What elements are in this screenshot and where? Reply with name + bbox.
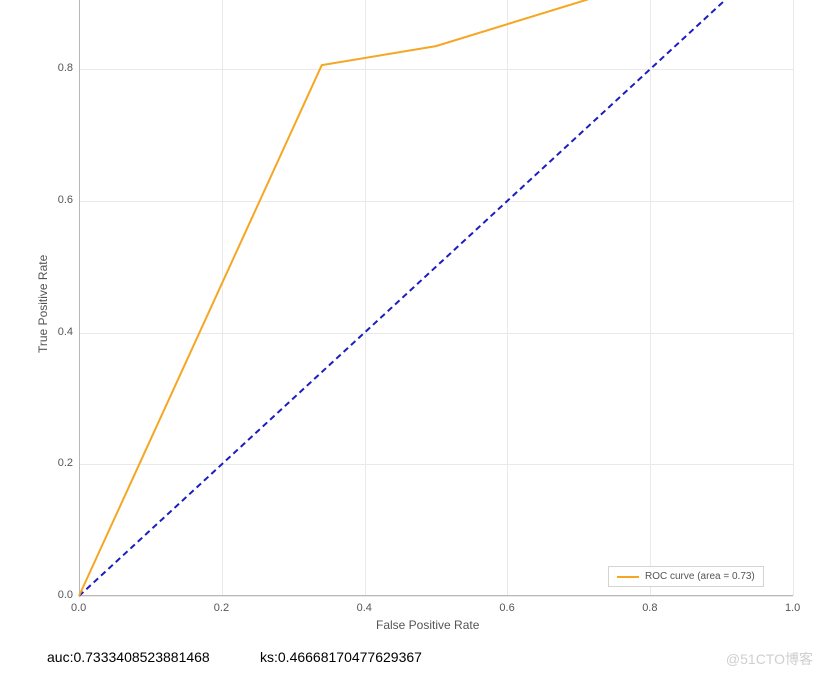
chart-svg [79,0,793,596]
grid-h [79,596,793,597]
legend: ROC curve (area = 0.73) [608,566,764,587]
ytick-label: 0.8 [58,62,73,74]
ks-text: ks:0.46668170477629367 [260,649,422,665]
roc-line [79,0,793,596]
roc-figure: True Positive Rate False Positive Rate R… [0,0,821,675]
xtick-label: 0.4 [357,602,372,614]
ks-readout: ks:0.46668170477629367 [260,649,422,665]
legend-swatch-roc-icon [617,576,639,578]
watermark-text: @51CTO博客 [726,651,813,667]
grid-v [793,0,794,596]
ytick-label: 0.0 [58,589,73,601]
x-axis-label: False Positive Rate [376,618,479,632]
y-axis-label: True Positive Rate [36,255,50,353]
legend-row-roc: ROC curve (area = 0.73) [617,571,755,582]
legend-label-roc: ROC curve (area = 0.73) [645,571,755,582]
xtick-label: 0.2 [214,602,229,614]
xtick-label: 1.0 [785,602,800,614]
y-axis-label-text: True Positive Rate [36,255,50,353]
ytick-label: 0.4 [58,326,73,338]
diagonal-line [79,0,793,596]
xtick-label: 0.8 [642,602,657,614]
xtick-label: 0.6 [499,602,514,614]
plot-area [79,0,793,596]
auc-readout: auc:0.7333408523881468 [47,649,210,665]
xtick-label: 0.0 [71,602,86,614]
ytick-label: 0.6 [58,194,73,206]
x-axis-label-text: False Positive Rate [376,618,479,632]
ytick-label: 0.2 [58,457,73,469]
auc-text: auc:0.7333408523881468 [47,649,210,665]
watermark: @51CTO博客 [726,649,813,669]
